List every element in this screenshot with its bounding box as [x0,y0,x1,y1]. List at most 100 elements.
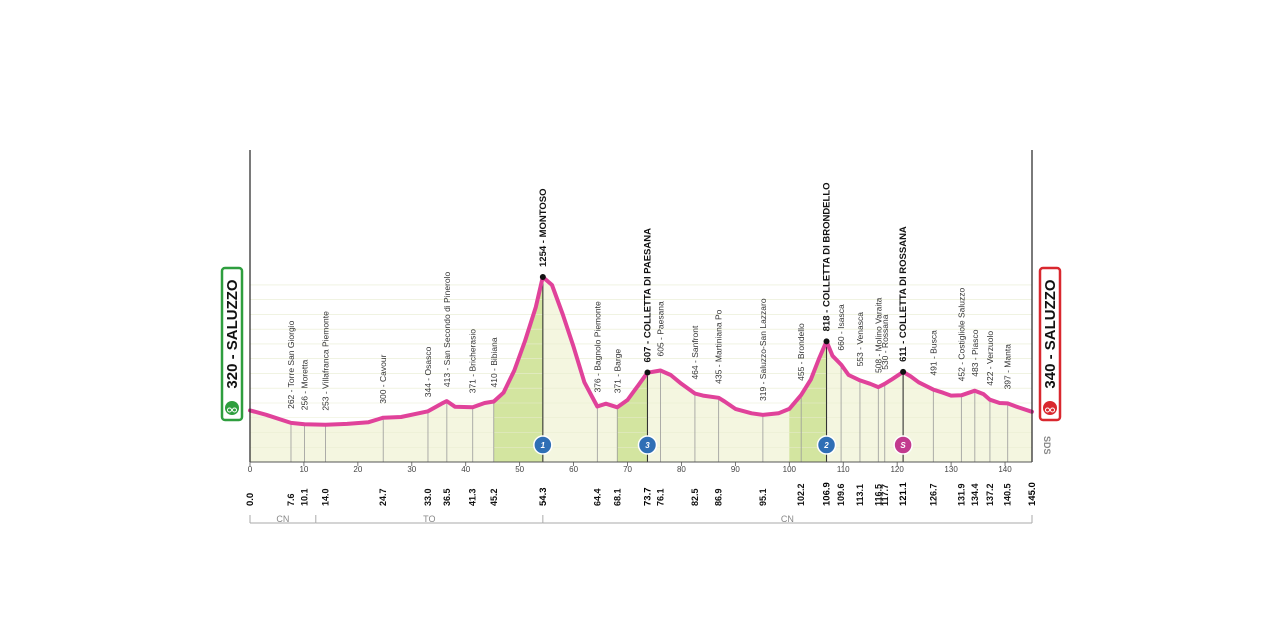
location-label: 435 - Martiniana Po [714,309,724,383]
location-labels: 262 - Torre San Giorgio 256 - Moretta 253 … [286,182,1013,410]
location-label: 376 - Bagnolo Piemonte [592,301,602,392]
km-label: 7.6 [286,493,296,506]
climb-marker [637,435,658,455]
km-label: 113.1 [855,484,865,506]
location-label: 508 - Molino Varaita [873,297,883,373]
summit-dot [823,338,830,345]
km-label: 73.7 [642,488,653,507]
km-label: 126.7 [928,483,938,506]
profile-fill-layer [250,277,1032,462]
summit-dot [900,368,907,375]
km-label: 64.4 [592,488,602,506]
location-label: 319 - Saluzzo-San Lazzaro [758,298,768,401]
sds-label: SDS [1042,436,1052,455]
km-label: 24.7 [378,488,388,506]
finish-box [1038,266,1062,422]
km-label: 140.5 [1003,483,1013,506]
location-label: 300 - Cavour [378,354,388,403]
axis-tick-label: 100 [783,465,797,474]
km-label: 95.1 [758,488,768,506]
axis-tick-label: 140 [998,465,1012,474]
climb-markers: 1 3 2 S [533,435,913,455]
axis-tick-label: 110 [837,465,850,474]
km-label: 33.0 [423,488,433,506]
km-label: 36.5 [442,488,452,506]
climb-area-1 [493,277,543,462]
km-label: 14.0 [321,488,331,506]
location-label: 262 - Torre San Giorgio [286,320,296,408]
axis-tick-label: 10 [299,465,308,474]
summit-dot [644,369,651,376]
km-label: 76.1 [655,488,665,506]
km-label: 82.5 [690,488,700,506]
axis-tick-label: 90 [731,465,740,474]
start-bike-icon [232,407,237,413]
km-label: 102.2 [796,483,806,506]
km-label: 137.2 [985,483,995,506]
axis-tick-label: 130 [944,465,958,474]
location-label: 397 - Manta [1003,344,1013,390]
climb-area-3 [789,341,827,462]
finish-bike-icon [1043,401,1057,415]
profile-line-layer [248,274,1034,427]
province-label: CN [781,514,794,524]
km-label: 109.6 [836,483,846,506]
finish-bike-icon [1050,407,1055,413]
start-finish-labels: SDS 320 - SALUZZO 340 - SALUZZO [220,266,1062,455]
location-label: 611 - COLLETTA DI ROSSANA [898,226,909,362]
km-label: 86.9 [714,488,724,506]
x-axis: 0 10 20 30 40 50 60 70 80 90 100 110 120 130 140 [248,150,1033,474]
location-label: 491 - Busca [928,330,938,376]
axis-tick-label: 20 [353,465,362,474]
summit-dot [539,274,546,280]
start-bike-icon [225,401,239,415]
start-label: 320 - SALUZZO [224,279,241,389]
axis-tick-label: 70 [623,465,632,474]
climb-marker-label: 1 [541,441,546,450]
location-label: 607 - COLLETTA DI PAESANA [642,228,653,363]
km-label: 68.1 [612,488,622,506]
location-label: 1254 - MONTOSO [538,189,549,268]
climb-marker [893,435,913,455]
km-label: 10.1 [299,488,309,506]
km-label: 106.9 [822,482,833,506]
km-label: 41.3 [468,488,478,506]
location-label: 256 - Moretta [299,359,309,410]
km-label: 145.0 [1027,482,1038,506]
axis-tick-label: 80 [677,465,686,474]
climb-marker [533,435,553,455]
location-label: 553 - Venasca [855,312,865,367]
axis-tick-label: 120 [890,465,904,474]
province-bar: CN TO CN [249,514,1033,524]
profile-area [250,277,1032,462]
km-label: 134.4 [970,483,980,506]
location-label: 605 - Paesana [655,301,665,357]
location-label: 253 - Villafranca Piemonte [321,311,331,411]
start-bike-icon [227,407,232,413]
axis-tick-label: 40 [461,465,470,474]
km-label: 131.9 [956,483,966,506]
finish-bike-icon [1045,407,1050,413]
location-label: 530 - Rossana [880,314,890,370]
climb-marker-label: 2 [823,441,829,450]
location-label: 371 - Barge [612,349,622,394]
province-label: TO [423,514,435,524]
location-label: 483 - Piasco [970,329,980,377]
km-label: 121.1 [898,482,909,506]
km-label: 116.5 [873,484,883,506]
climb-marker-label: S [900,441,906,450]
location-label: 452 - Costigliole Saluzzo [956,287,966,381]
location-label: 464 - Sanfront [690,325,700,380]
start-box [220,266,244,422]
finish-label: 340 - SALUZZO [1042,279,1059,389]
location-label: 344 - Osasco [423,346,433,397]
location-label: 455 - Brondello [796,323,806,381]
location-label: 422 - Verzuolo [985,331,995,386]
axis-tick-label: 50 [515,465,524,474]
km-label: 45.2 [489,488,499,506]
profile-line [248,275,1034,427]
location-label: 660 - Isasca [836,304,846,351]
axis-tick-label: 60 [569,465,578,474]
axis-tick-label: 30 [407,465,416,474]
